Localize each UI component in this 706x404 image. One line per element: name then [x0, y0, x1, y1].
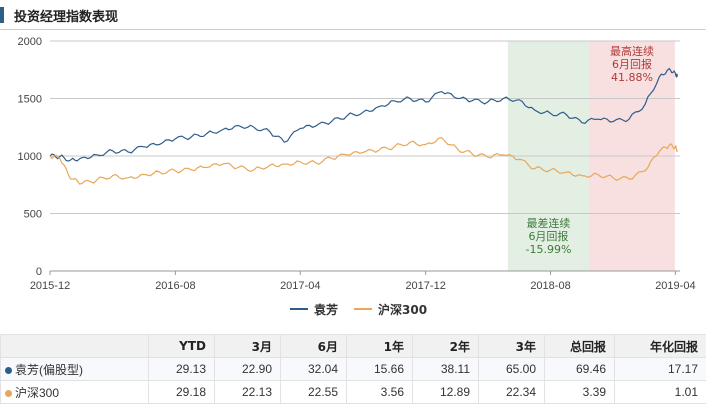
panel-header: 投资经理指数表现 — [0, 0, 706, 30]
x-tick-label: 2016-08 — [155, 280, 195, 292]
value-cell: 32.04 — [281, 358, 347, 381]
band-annotation-0: 最差连续 — [526, 216, 570, 230]
title-accent-bar — [0, 7, 4, 23]
band-annotation-1: 41.88% — [611, 71, 653, 84]
header-cell: YTD — [149, 335, 215, 358]
value-cell: 15.66 — [347, 358, 413, 381]
legend-label-1: 沪深300 — [378, 301, 427, 318]
legend-swatch-1 — [354, 308, 372, 310]
x-tick-label: 2018-08 — [530, 280, 570, 292]
value-cell: 1.01 — [615, 381, 706, 404]
performance-table: YTD 3月 6月 1年 2年 3年 总回报 年化回报 袁芳(偏股型) 29.1… — [0, 334, 706, 404]
band-annotation-0: -15.99% — [525, 243, 571, 256]
band-annotation-0: 6月回报 — [528, 229, 568, 243]
table-row: 袁芳(偏股型) 29.13 22.90 32.04 15.66 38.11 65… — [1, 358, 706, 381]
legend-swatch-0 — [290, 308, 308, 310]
chart-legend: 袁芳 沪深300 — [0, 300, 706, 318]
value-cell: 3.39 — [545, 381, 615, 404]
value-cell: 3.56 — [347, 381, 413, 404]
value-cell: 22.13 — [215, 381, 281, 404]
value-cell: 17.17 — [615, 358, 706, 381]
y-tick-label: 1500 — [18, 94, 42, 106]
series-dot-icon — [5, 367, 12, 374]
x-tick-label: 2017-12 — [405, 280, 445, 292]
header-cell: 年化回报 — [615, 335, 706, 358]
index-performance-chart: 0 500 1000 1500 2000 2015-12 2016-08 2017-04 201… — [0, 30, 706, 292]
value-cell: 22.55 — [281, 381, 347, 404]
value-cell: 29.13 — [149, 358, 215, 381]
header-cell — [1, 335, 149, 358]
value-cell: 65.00 — [479, 358, 545, 381]
x-tick-label: 2017-04 — [280, 280, 320, 292]
value-cell: 12.89 — [413, 381, 479, 404]
x-tick-label: 2019-04 — [655, 280, 695, 292]
y-tick-label: 0 — [36, 266, 42, 278]
value-cell: 22.34 — [479, 381, 545, 404]
row-name: 袁芳(偏股型) — [15, 363, 83, 377]
legend-item-0[interactable]: 袁芳 — [290, 300, 338, 318]
value-cell: 69.46 — [545, 358, 615, 381]
table-row: 沪深300 29.18 22.13 22.55 3.56 12.89 22.34… — [1, 381, 706, 404]
row-name-cell: 沪深300 — [1, 381, 149, 404]
header-cell: 2年 — [413, 335, 479, 358]
header-cell: 3年 — [479, 335, 545, 358]
row-name-cell: 袁芳(偏股型) — [1, 358, 149, 381]
header-cell: 6月 — [281, 335, 347, 358]
header-cell: 3月 — [215, 335, 281, 358]
table-header-row: YTD 3月 6月 1年 2年 3年 总回报 年化回报 — [1, 335, 706, 358]
value-cell: 38.11 — [413, 358, 479, 381]
legend-item-1[interactable]: 沪深300 — [354, 300, 427, 318]
y-tick-label: 500 — [24, 209, 42, 221]
series-dot-icon — [5, 390, 12, 397]
row-name: 沪深300 — [15, 386, 59, 400]
y-tick-label: 1000 — [18, 151, 42, 163]
y-tick-label: 2000 — [18, 36, 42, 48]
band-annotation-1: 6月回报 — [612, 57, 652, 71]
x-tick-label: 2015-12 — [30, 280, 70, 292]
value-cell: 29.18 — [149, 381, 215, 404]
band-annotation-1: 最高连续 — [610, 44, 654, 58]
value-cell: 22.90 — [215, 358, 281, 381]
legend-label-0: 袁芳 — [314, 301, 338, 318]
header-cell: 总回报 — [545, 335, 615, 358]
header-cell: 1年 — [347, 335, 413, 358]
panel-title: 投资经理指数表现 — [14, 6, 118, 25]
